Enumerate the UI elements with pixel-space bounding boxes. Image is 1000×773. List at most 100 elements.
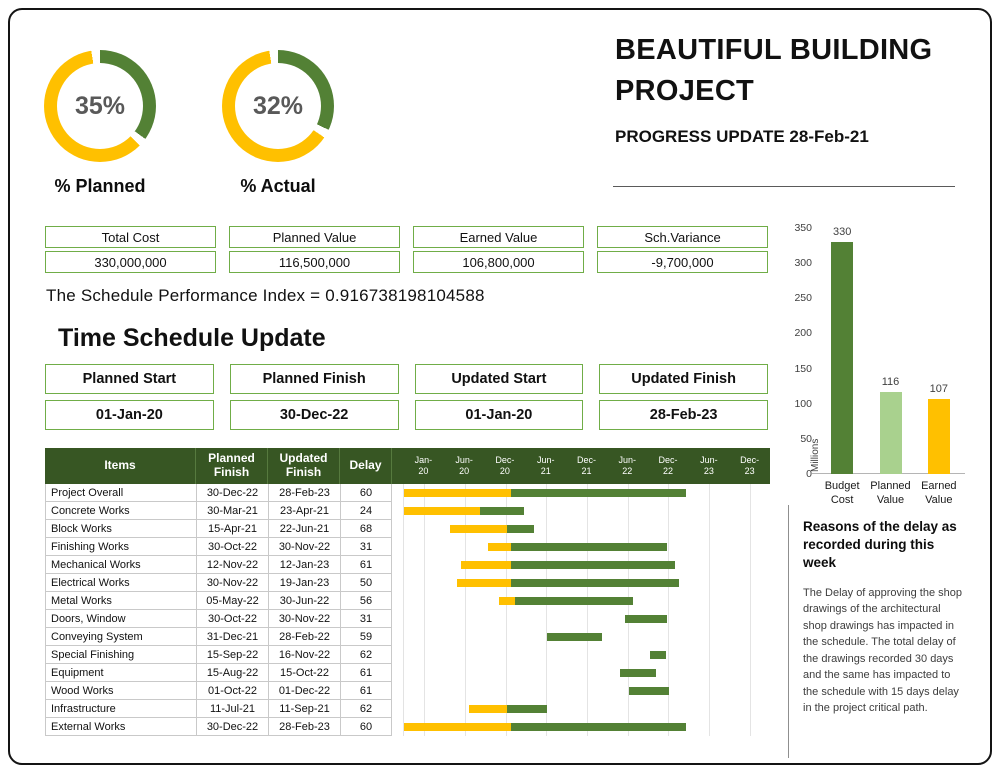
item-name-cell: Conveying System: [45, 628, 196, 646]
timeline-gridline: [668, 610, 670, 628]
updated-finish-cell: 15-Oct-22: [268, 664, 340, 682]
gantt-table-row: Conveying System 31-Dec-21 28-Feb-22 59: [45, 628, 770, 646]
column-gap: [392, 718, 403, 736]
planned-finish-cell: 15-Sep-22: [196, 646, 268, 664]
spi-text: The Schedule Performance Index = 0.91673…: [46, 286, 485, 305]
kpi-value: 116,500,000: [229, 251, 400, 273]
header-gap: [392, 448, 403, 484]
timeline-gridline: [424, 538, 426, 556]
delay-cell: 59: [340, 628, 392, 646]
timeline-gridline: [587, 610, 588, 628]
delay-note: Reasons of the delay as recorded during …: [803, 518, 967, 717]
cost-bar-chart: 0 50 100 150 200 250 300 350 Millions 330 116 107…: [770, 220, 970, 530]
timeline-gridline: [709, 628, 710, 646]
bar-value-label: 107: [929, 382, 948, 395]
summary-value: 30-Dec-22: [229, 400, 399, 430]
gantt-timeline-cell: [403, 556, 770, 574]
gantt-table-row: Metal Works 05-May-22 30-Jun-22 56: [45, 592, 770, 610]
summary-value: 01-Jan-20: [45, 400, 214, 430]
item-name-cell: Doors, Window: [45, 610, 196, 628]
timeline-gridline: [465, 538, 466, 556]
timeline-tick-label: Jun- 20: [455, 454, 473, 476]
delay-cell: 50: [340, 574, 392, 592]
gantt-header: Items Planned Finish Updated Finish Dela…: [45, 448, 770, 484]
timeline-gridline: [587, 682, 588, 700]
updated-finish-cell: 28-Feb-23: [268, 484, 340, 502]
gantt-timeline-cell: [403, 682, 770, 700]
delay-note-body: The Delay of approving the shop drawings…: [803, 586, 962, 715]
timeline-gridline: [627, 502, 629, 520]
bar-value-label: 116: [881, 376, 900, 389]
bar-category-label: Earned Value: [921, 480, 957, 506]
timeline-gridline: [627, 700, 629, 718]
summary-label: Planned Start: [45, 364, 214, 394]
timeline-gridline: [546, 610, 548, 628]
timeline-gridline: [627, 520, 629, 538]
gantt-bar-remaining: [510, 579, 679, 587]
gantt-bar-actual: [499, 597, 515, 605]
gantt-table-row: Special Finishing 15-Sep-22 16-Nov-22 62: [45, 646, 770, 664]
timeline-gridline: [546, 646, 548, 664]
gantt-bar-remaining: [480, 507, 524, 515]
gantt-table-row: Finishing Works 30-Oct-22 30-Nov-22 31: [45, 538, 770, 556]
y-axis-tick-label: 0: [806, 468, 812, 480]
timeline-gridline: [709, 664, 710, 682]
timeline-gridline: [465, 610, 466, 628]
summary-planned-start: Planned Start 01-Jan-20: [45, 364, 214, 430]
summary-value: 01-Jan-20: [414, 400, 584, 430]
column-gap: [392, 610, 403, 628]
updated-finish-cell: 16-Nov-22: [268, 646, 340, 664]
timeline-gridline: [668, 520, 670, 538]
planned-finish-cell: 15-Aug-22: [196, 664, 268, 682]
delay-cell: 61: [340, 664, 392, 682]
updated-finish-cell: 28-Feb-23: [268, 718, 340, 736]
timeline-gridline: [465, 592, 466, 610]
planned-finish-cell: 30-Oct-22: [196, 610, 268, 628]
header-updated-finish: Updated Finish: [268, 448, 340, 484]
timeline-gridline: [587, 520, 588, 538]
kpi-value: 330,000,000: [45, 251, 216, 273]
timeline-gridline: [709, 538, 710, 556]
gauge-planned: 35% % Planned: [40, 50, 160, 197]
timeline-gridline: [749, 520, 751, 538]
gantt-bar-actual: [487, 543, 511, 551]
page-subtitle: PROGRESS UPDATE 28-Feb-21: [615, 127, 869, 147]
gantt-timeline-cell: [403, 628, 770, 646]
gantt-timeline-cell: [403, 538, 770, 556]
timeline-gridline: [546, 682, 548, 700]
timeline-gridline: [465, 646, 466, 664]
planned-finish-cell: 15-Apr-21: [196, 520, 268, 538]
planned-finish-cell: 12-Nov-22: [196, 556, 268, 574]
summary-updated-start: Updated Start 01-Jan-20: [414, 364, 584, 430]
timeline-gridline: [668, 592, 670, 610]
y-axis-tick-label: 300: [794, 257, 812, 270]
timeline-gridline: [709, 682, 710, 700]
gantt-bar-remaining: [510, 543, 668, 551]
bar-chart-yaxis: 0 50 100 150 200 250 300 350: [776, 222, 812, 480]
kpi-label: Sch.Variance: [597, 226, 768, 248]
timeline-gridline: [546, 520, 548, 538]
kpi-label: Planned Value: [229, 226, 400, 248]
timeline-gridline: [465, 700, 466, 718]
timeline-tick-label: Dec- 20: [495, 454, 515, 476]
gantt-timeline-cell: [403, 574, 770, 592]
gantt-timeline-cell: [403, 700, 770, 718]
timeline-gridline: [668, 700, 670, 718]
timeline-gridline: [749, 682, 751, 700]
kpi-earned-value: Earned Value 106,800,000: [413, 226, 584, 273]
timeline-gridline: [587, 664, 588, 682]
planned-finish-cell: 11-Jul-21: [196, 700, 268, 718]
kpi-row: Total Cost 330,000,000 Planned Value 116…: [45, 226, 768, 273]
timeline-gridline: [505, 610, 507, 628]
timeline-gridline: [424, 592, 426, 610]
timeline-tick-label: Jun- 23: [700, 454, 718, 476]
planned-finish-cell: 30-Nov-22: [196, 574, 268, 592]
updated-finish-cell: 30-Jun-22: [268, 592, 340, 610]
updated-finish-cell: 28-Feb-22: [268, 628, 340, 646]
timeline-tick-label: Jun- 21: [536, 454, 555, 476]
timeline-gridline: [749, 556, 751, 574]
y-axis-tick-label: 200: [794, 327, 812, 340]
kpi-value: -9,700,000: [597, 251, 768, 273]
gantt-section: Items Planned Finish Updated Finish Dela…: [45, 448, 770, 736]
